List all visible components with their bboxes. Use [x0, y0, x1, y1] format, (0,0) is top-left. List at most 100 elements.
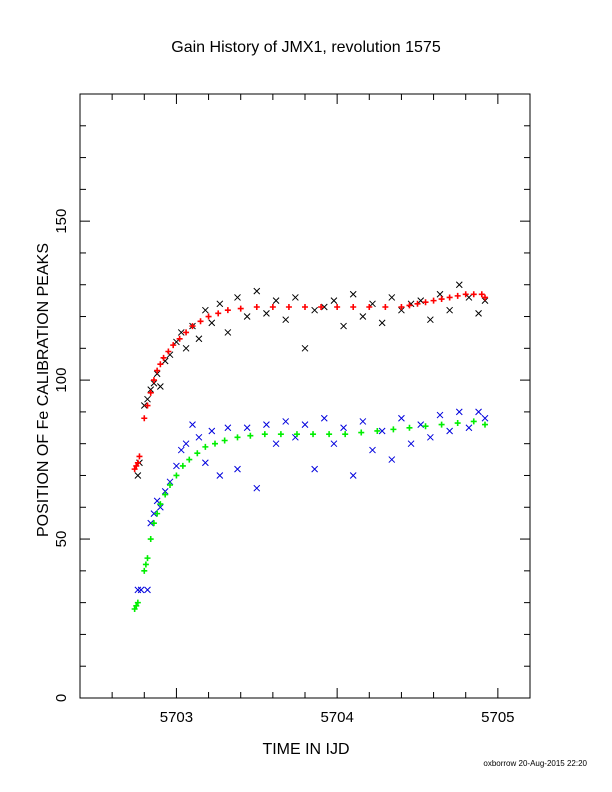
data-point-s0	[153, 370, 161, 378]
data-point-s3	[358, 429, 365, 436]
data-point-s1	[134, 459, 141, 466]
data-point-s1	[285, 303, 292, 310]
data-point-s0	[195, 335, 203, 343]
data-point-s0	[465, 294, 473, 301]
data-point-s0	[173, 338, 180, 346]
data-point-s3	[422, 423, 429, 430]
data-point-s0	[369, 300, 376, 308]
data-point-s1	[454, 292, 461, 299]
data-point-s2	[369, 446, 376, 454]
data-point-s0	[301, 344, 309, 352]
y-axis-label: POSITION OF Fe CALIBRATION PEAKS	[35, 243, 52, 537]
data-point-s3	[194, 450, 201, 457]
data-point-s0	[475, 309, 482, 317]
data-point-s1	[366, 303, 373, 310]
data-point-s1	[154, 367, 161, 374]
data-point-s2	[137, 586, 145, 594]
data-point-s2	[216, 472, 224, 479]
data-point-s3	[162, 491, 169, 498]
data-point-s3	[326, 431, 333, 438]
data-point-s0	[378, 319, 386, 327]
data-point-s2	[481, 414, 489, 422]
data-point-s3	[202, 443, 209, 450]
data-point-s3	[134, 599, 141, 606]
y-tick-label: 150	[53, 209, 70, 234]
x-tick-label: 5704	[320, 709, 353, 726]
plot-frame	[79, 93, 531, 699]
data-point-s2	[173, 462, 180, 470]
data-point-s2	[446, 427, 453, 435]
data-point-s2	[311, 465, 318, 473]
data-point-s1	[141, 415, 148, 422]
data-point-s3	[186, 456, 193, 463]
data-point-s1	[318, 303, 325, 310]
data-point-s1	[157, 361, 164, 368]
data-point-s2	[349, 472, 357, 479]
data-point-s2	[195, 433, 203, 441]
data-point-s3	[342, 431, 349, 438]
data-point-s2	[161, 488, 169, 495]
data-point-s2	[301, 421, 309, 428]
data-point-s2	[282, 418, 290, 425]
data-point-s1	[406, 302, 413, 309]
data-point-s0	[340, 322, 347, 330]
data-point-s3	[438, 421, 445, 428]
data-point-s1	[150, 377, 157, 384]
data-point-s2	[320, 414, 328, 422]
axis-tick-labels: 5703 5704 5705 0 50 100 150	[53, 209, 515, 726]
data-point-s0	[446, 306, 453, 314]
data-point-s1	[205, 313, 212, 320]
data-point-s2	[455, 408, 463, 416]
data-point-s1	[422, 299, 429, 306]
data-point-s2	[147, 519, 155, 527]
data-point-s0	[311, 306, 318, 314]
data-point-s1	[197, 318, 204, 325]
data-point-s1	[334, 303, 341, 310]
y-tick-label: 0	[53, 694, 70, 702]
footer-credit: oxborrow 20-Aug-2015 22:20	[483, 759, 587, 768]
data-point-s2	[263, 421, 270, 428]
data-point-s3	[234, 434, 241, 441]
data-point-s0	[282, 316, 290, 324]
data-point-s1	[253, 303, 260, 310]
data-point-s0	[427, 316, 434, 324]
y-tick-label: 50	[53, 531, 70, 548]
data-point-s2	[234, 465, 241, 473]
x-tick-label: 5703	[160, 709, 193, 726]
data-point-s0	[398, 306, 405, 314]
data-point-s0	[455, 281, 463, 289]
data-point-s0	[177, 329, 185, 336]
data-point-s1	[165, 348, 172, 355]
data-point-s3	[133, 602, 140, 609]
data-point-s1	[131, 466, 138, 473]
data-point-s2	[388, 456, 396, 463]
data-point-s0	[272, 297, 280, 304]
data-point-s0	[208, 319, 216, 327]
data-point-s2	[330, 440, 338, 448]
data-point-s2	[475, 408, 482, 416]
data-point-s3	[150, 520, 157, 527]
data-point-s3	[212, 440, 218, 447]
data-point-s2	[407, 440, 415, 448]
data-point-s2	[202, 459, 209, 467]
data-point-s2	[144, 586, 151, 594]
data-point-s2	[134, 586, 142, 594]
data-point-s0	[388, 294, 396, 301]
data-point-s2	[177, 446, 185, 454]
data-point-s0	[144, 395, 151, 403]
data-point-s3	[482, 421, 488, 428]
data-point-s1	[144, 402, 151, 409]
data-point-s3	[142, 561, 149, 568]
data-point-s1	[350, 303, 357, 310]
data-point-s2	[378, 427, 386, 435]
axis-ticks	[79, 93, 531, 699]
data-point-s0	[243, 313, 251, 320]
chart-title: Gain History of JMX1, revolution 1575	[171, 39, 441, 56]
data-point-s1	[482, 294, 488, 301]
data-point-s0	[147, 386, 155, 393]
data-point-s0	[134, 472, 142, 479]
data-point-s0	[349, 290, 357, 298]
data-point-s3	[147, 536, 154, 543]
data-point-s1	[215, 310, 222, 317]
